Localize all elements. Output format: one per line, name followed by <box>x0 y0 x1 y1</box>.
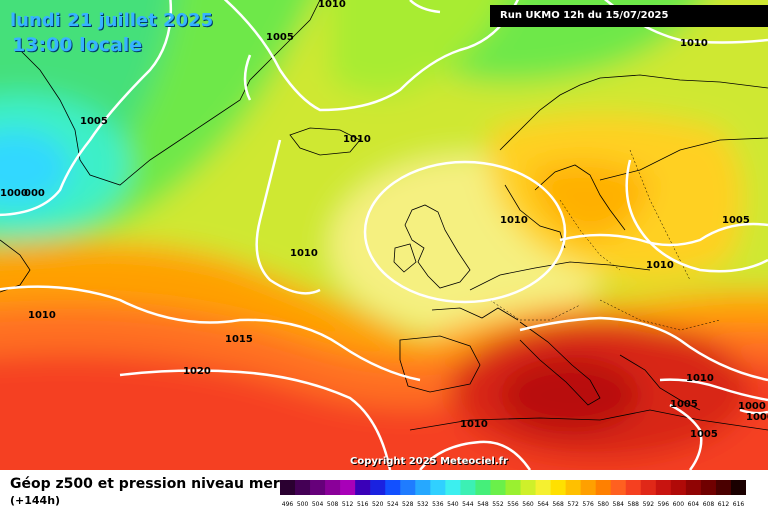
color-scale-label: 604 <box>688 501 700 508</box>
color-scale-swatch <box>295 480 311 495</box>
color-scale-label: 576 <box>582 501 594 508</box>
isobar-label: 1005 <box>722 215 750 226</box>
color-scale-label: 536 <box>432 501 444 508</box>
color-scale-label: 612 <box>718 501 730 508</box>
color-scale-swatch <box>535 480 552 495</box>
color-scale: 496 500 504 508 512 516 520 524 528 532 536 540 544 5… <box>280 480 746 508</box>
color-scale-label: 552 <box>492 501 504 508</box>
color-scale-swatch <box>715 480 732 495</box>
color-scale-label: 516 <box>357 501 369 508</box>
forecast-date: lundi 21 juillet 2025 <box>10 10 214 31</box>
isobar-label: 1010 <box>500 215 528 226</box>
color-scale-swatch <box>460 480 476 495</box>
color-scale-label: 580 <box>597 501 609 508</box>
color-scale-swatch <box>700 480 717 495</box>
color-scale-label: 532 <box>417 501 429 508</box>
color-scale-swatch <box>580 480 597 495</box>
isobar-label: 1000 <box>738 401 766 412</box>
color-scale-swatch <box>670 480 687 495</box>
color-scale-swatch <box>655 480 672 495</box>
color-scale-label: 496 <box>282 501 294 508</box>
color-scale-swatch <box>385 480 401 495</box>
isobar-label: 1010 <box>460 419 488 430</box>
color-scale-label: 540 <box>447 501 459 508</box>
isobar-label: 1010 <box>318 0 346 10</box>
color-scale-label: 528 <box>402 501 414 508</box>
color-scale-label: 524 <box>387 501 399 508</box>
isobar-label: 1010 <box>646 260 674 271</box>
color-scale-swatch <box>415 480 431 495</box>
color-scale-swatch <box>445 480 461 495</box>
color-scale-label: 572 <box>567 501 579 508</box>
color-scale-swatch <box>475 480 491 495</box>
color-scale-swatch <box>370 480 386 495</box>
color-scale-swatch <box>355 480 371 495</box>
model-run-info: Run UKMO 12h du 15/07/2025 <box>490 5 768 27</box>
geopotential-fill <box>0 0 768 470</box>
color-scale-swatch <box>625 480 642 495</box>
isobar-labels: 1010 1005 1010 1005 1000 000 1010 1010 1… <box>0 0 768 440</box>
forecast-local-time: 13:00 locale <box>12 34 143 56</box>
color-scale-label: 608 <box>703 501 715 508</box>
isobar-label: 1010 <box>290 248 318 259</box>
isobar-label: 1005 <box>670 399 698 410</box>
coastlines <box>0 0 768 431</box>
color-scale-label: 504 <box>312 501 324 508</box>
color-scale-swatch <box>310 480 326 495</box>
color-scale-label: 520 <box>372 501 384 508</box>
color-scale-label: 560 <box>522 501 534 508</box>
isobar-label: 1005 <box>690 429 718 440</box>
isobar-label: 1010 <box>680 38 708 49</box>
isobar-label: 1000 <box>746 412 768 423</box>
isobar-label: 1015 <box>225 334 253 345</box>
color-scale-label: 564 <box>537 501 549 508</box>
color-scale-swatch <box>640 480 657 495</box>
color-scale-label: 500 <box>297 501 309 508</box>
color-scale-label: 548 <box>477 501 489 508</box>
color-scale-label: 584 <box>613 501 625 508</box>
color-scale-swatch <box>685 480 702 495</box>
color-scale-swatch <box>505 480 522 495</box>
color-scale-swatch <box>490 480 506 495</box>
isobar-label: 1005 <box>80 116 108 127</box>
isobar-label: 000 <box>24 188 45 199</box>
color-scale-label: 616 <box>733 501 745 508</box>
map-title: Géop z500 et pression niveau mer <box>10 476 280 492</box>
isobar-label: 1010 <box>686 373 714 384</box>
isobars <box>0 0 768 470</box>
geopotential-map: 1010 1005 1010 1005 1000 000 1010 1010 1… <box>0 0 768 470</box>
color-scale-swatch <box>565 480 582 495</box>
color-scale-label: 544 <box>462 501 474 508</box>
color-scale-label: 592 <box>643 501 655 508</box>
isobar-label: 1010 <box>343 134 371 145</box>
color-scale-swatch <box>610 480 627 495</box>
isobar-label: 1005 <box>266 32 294 43</box>
isobar-label: 1010 <box>28 310 56 321</box>
color-scale-swatch <box>430 480 446 495</box>
color-scale-swatch <box>520 480 537 495</box>
color-scale-label: 556 <box>507 501 519 508</box>
color-scale-swatch <box>340 480 356 495</box>
color-scale-swatch <box>730 480 746 495</box>
borders <box>489 149 721 331</box>
color-scale-swatch <box>280 480 296 495</box>
color-scale-label: 588 <box>628 501 640 508</box>
color-scale-swatch <box>595 480 612 495</box>
color-scale-label: 568 <box>552 501 564 508</box>
color-scale-label: 512 <box>342 501 354 508</box>
color-scale-label: 508 <box>327 501 339 508</box>
copyright-notice: Copyright 2025 Meteociel.fr <box>350 456 508 467</box>
color-scale-label: 596 <box>658 501 670 508</box>
color-scale-swatch <box>400 480 416 495</box>
isobar-label: 1000 <box>0 188 28 199</box>
color-scale-label: 600 <box>673 501 685 508</box>
lead-time: (+144h) <box>10 494 61 507</box>
color-scale-swatch <box>325 480 341 495</box>
isobar-label: 1020 <box>183 366 211 377</box>
color-scale-swatch <box>550 480 567 495</box>
